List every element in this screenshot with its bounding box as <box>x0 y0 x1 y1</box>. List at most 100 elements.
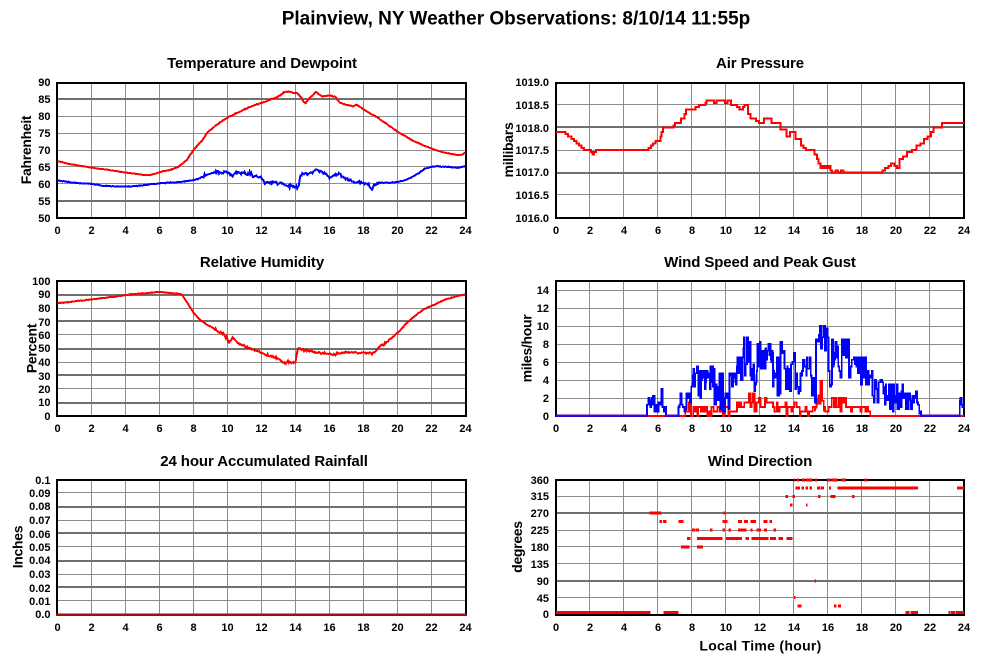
svg-text:Percent: Percent <box>24 323 40 373</box>
svg-text:1018.5: 1018.5 <box>515 100 549 112</box>
svg-text:1016.0: 1016.0 <box>515 213 549 225</box>
svg-text:0.04: 0.04 <box>29 555 51 567</box>
svg-text:70: 70 <box>38 145 50 157</box>
svg-text:2: 2 <box>587 622 593 634</box>
svg-text:12: 12 <box>255 423 267 435</box>
svg-text:14: 14 <box>788 622 801 634</box>
svg-text:24: 24 <box>459 225 472 237</box>
svg-text:14: 14 <box>537 285 550 297</box>
svg-text:22: 22 <box>425 622 437 634</box>
svg-text:16: 16 <box>822 225 834 237</box>
svg-text:18: 18 <box>357 225 369 237</box>
svg-text:8: 8 <box>190 225 196 237</box>
svg-text:20: 20 <box>890 225 902 237</box>
svg-text:20: 20 <box>391 423 403 435</box>
svg-text:miles/hour: miles/hour <box>519 314 535 383</box>
svg-text:Local Time (hour): Local Time (hour) <box>699 638 821 654</box>
svg-text:18: 18 <box>357 622 369 634</box>
svg-text:0: 0 <box>44 411 50 423</box>
svg-text:50: 50 <box>38 213 50 225</box>
svg-text:75: 75 <box>38 128 50 140</box>
svg-text:20: 20 <box>38 384 50 396</box>
svg-text:100: 100 <box>32 276 50 288</box>
svg-text:6: 6 <box>655 423 661 435</box>
svg-text:22: 22 <box>425 423 437 435</box>
svg-text:18: 18 <box>856 622 868 634</box>
svg-text:0: 0 <box>54 622 60 634</box>
svg-text:0: 0 <box>543 411 549 423</box>
svg-text:6: 6 <box>156 423 162 435</box>
svg-text:90: 90 <box>38 77 50 89</box>
svg-text:0.02: 0.02 <box>29 583 50 595</box>
svg-text:0: 0 <box>543 609 549 621</box>
svg-text:18: 18 <box>357 423 369 435</box>
svg-text:70: 70 <box>38 317 50 329</box>
svg-text:16: 16 <box>822 622 834 634</box>
svg-text:14: 14 <box>289 225 302 237</box>
svg-text:0.06: 0.06 <box>29 529 50 541</box>
svg-text:4: 4 <box>543 375 550 387</box>
svg-text:4: 4 <box>122 622 129 634</box>
svg-text:2: 2 <box>88 423 94 435</box>
svg-text:10: 10 <box>221 622 233 634</box>
svg-text:degrees: degrees <box>509 521 525 573</box>
svg-text:Wind Speed and Peak Gust: Wind Speed and Peak Gust <box>664 254 856 271</box>
svg-text:6: 6 <box>156 225 162 237</box>
svg-text:0.01: 0.01 <box>29 596 50 608</box>
svg-text:20: 20 <box>890 622 902 634</box>
svg-text:Relative Humidity: Relative Humidity <box>200 254 325 271</box>
svg-text:24 hour Accumulated Rainfall: 24 hour Accumulated Rainfall <box>160 453 368 470</box>
svg-text:18: 18 <box>856 225 868 237</box>
svg-text:0: 0 <box>54 423 60 435</box>
svg-text:22: 22 <box>924 622 936 634</box>
svg-text:180: 180 <box>531 542 549 554</box>
svg-text:12: 12 <box>754 622 766 634</box>
svg-text:14: 14 <box>788 225 801 237</box>
svg-text:360: 360 <box>531 475 549 487</box>
svg-text:8: 8 <box>689 423 695 435</box>
svg-text:0.09: 0.09 <box>29 488 50 500</box>
svg-text:0: 0 <box>553 622 559 634</box>
svg-text:0.0: 0.0 <box>35 609 50 621</box>
svg-text:315: 315 <box>531 491 549 503</box>
svg-text:2: 2 <box>88 225 94 237</box>
svg-text:22: 22 <box>924 423 936 435</box>
svg-text:20: 20 <box>391 225 403 237</box>
svg-text:24: 24 <box>958 622 971 634</box>
svg-text:1017.5: 1017.5 <box>515 145 549 157</box>
svg-text:0: 0 <box>553 423 559 435</box>
svg-text:50: 50 <box>38 343 50 355</box>
svg-text:millibars: millibars <box>500 122 516 177</box>
svg-text:10: 10 <box>720 423 732 435</box>
svg-text:1017.0: 1017.0 <box>515 167 549 179</box>
svg-text:8: 8 <box>190 423 196 435</box>
svg-text:14: 14 <box>289 622 302 634</box>
svg-text:8: 8 <box>689 225 695 237</box>
svg-text:20: 20 <box>890 423 902 435</box>
svg-text:Plainview, NY Weather Observat: Plainview, NY Weather Observations: 8/10… <box>282 9 751 30</box>
svg-text:12: 12 <box>537 303 549 315</box>
svg-text:10: 10 <box>720 225 732 237</box>
svg-text:24: 24 <box>958 225 971 237</box>
svg-text:10: 10 <box>221 423 233 435</box>
svg-text:225: 225 <box>531 525 549 537</box>
svg-text:90: 90 <box>537 576 549 588</box>
svg-text:4: 4 <box>122 225 129 237</box>
svg-text:90: 90 <box>38 289 50 301</box>
svg-text:Air Pressure: Air Pressure <box>716 55 804 72</box>
svg-text:6: 6 <box>156 622 162 634</box>
svg-text:6: 6 <box>655 622 661 634</box>
svg-text:18: 18 <box>856 423 868 435</box>
svg-text:Inches: Inches <box>10 525 26 568</box>
svg-text:16: 16 <box>323 622 335 634</box>
svg-text:6: 6 <box>655 225 661 237</box>
svg-text:55: 55 <box>38 196 50 208</box>
svg-text:0.07: 0.07 <box>29 515 50 527</box>
svg-text:85: 85 <box>38 94 50 106</box>
svg-text:8: 8 <box>543 339 549 351</box>
svg-text:22: 22 <box>425 225 437 237</box>
svg-text:4: 4 <box>122 423 129 435</box>
svg-text:Fahrenheit: Fahrenheit <box>18 115 34 184</box>
svg-text:6: 6 <box>543 357 549 369</box>
svg-text:16: 16 <box>822 423 834 435</box>
